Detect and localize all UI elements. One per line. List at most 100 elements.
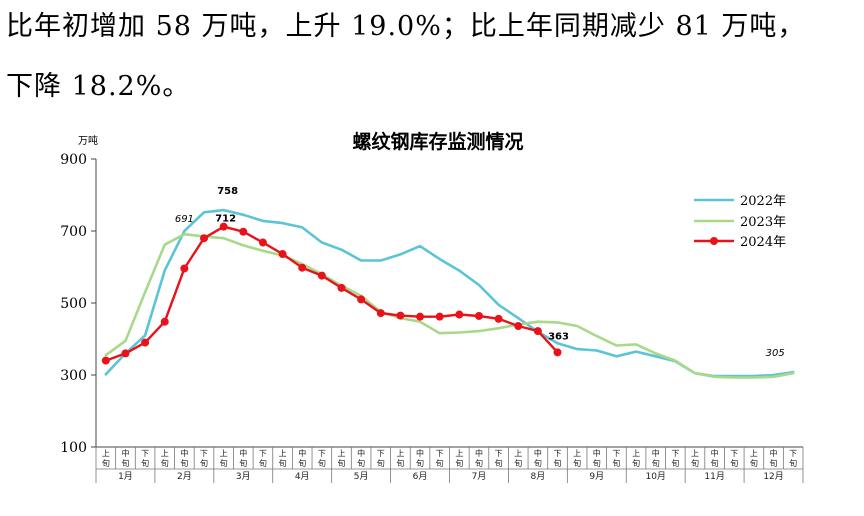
series-line-2023年 xyxy=(104,232,795,379)
x-sub-label-top: 中 xyxy=(475,448,483,458)
x-sub-label-top: 上 xyxy=(455,449,463,458)
x-sub-label-bottom: 旬 xyxy=(239,458,247,468)
legend-label: 2024年 xyxy=(740,235,786,250)
x-sub-label-top: 上 xyxy=(161,449,169,458)
chart-title: 螺纹钢库存监测情况 xyxy=(352,130,523,153)
x-sub-label-top: 下 xyxy=(200,449,208,458)
x-sub-label-bottom: 旬 xyxy=(632,458,640,468)
x-sub-label-top: 下 xyxy=(730,449,738,458)
x-sub-label-top: 中 xyxy=(770,448,778,458)
x-sub-label-bottom: 旬 xyxy=(711,458,719,468)
x-sub-label-bottom: 旬 xyxy=(750,458,758,468)
data-point-2024 xyxy=(160,317,169,326)
x-sub-label-bottom: 旬 xyxy=(102,458,110,468)
x-sub-label-top: 下 xyxy=(495,449,503,458)
data-point-2024 xyxy=(357,295,366,304)
data-label: 363 xyxy=(548,331,569,342)
data-point-2024 xyxy=(435,312,444,321)
x-sub-label-bottom: 旬 xyxy=(455,458,463,468)
x-sub-label-bottom: 旬 xyxy=(652,458,660,468)
x-sub-label-top: 中 xyxy=(180,448,188,458)
x-sub-label-bottom: 旬 xyxy=(396,458,404,468)
legend-marker-2024年 xyxy=(710,237,718,245)
x-sub-label-bottom: 旬 xyxy=(436,458,444,468)
x-sub-label-top: 中 xyxy=(534,448,542,458)
x-sub-label-top: 上 xyxy=(337,449,345,458)
x-sub-label-bottom: 旬 xyxy=(259,458,267,468)
x-sub-label-top: 中 xyxy=(711,448,719,458)
x-sub-label-top: 下 xyxy=(259,449,267,458)
x-sub-label-bottom: 旬 xyxy=(377,458,385,468)
data-point-2024 xyxy=(514,322,523,331)
y-tick-label: 300 xyxy=(60,368,87,384)
x-sub-label-top: 下 xyxy=(554,449,562,458)
x-sub-label-bottom: 旬 xyxy=(514,458,522,468)
x-sub-label-top: 下 xyxy=(789,449,797,458)
x-sub-label-top: 下 xyxy=(612,449,620,458)
x-sub-label-bottom: 旬 xyxy=(200,458,208,468)
x-sub-label-bottom: 旬 xyxy=(121,458,129,468)
x-sub-label-bottom: 旬 xyxy=(180,458,188,468)
x-sub-label-bottom: 旬 xyxy=(318,458,326,468)
data-point-2024 xyxy=(298,263,307,272)
data-point-2024 xyxy=(396,311,405,320)
x-sub-label-top: 下 xyxy=(671,449,679,458)
x-sub-label-bottom: 旬 xyxy=(475,458,483,468)
data-point-2024 xyxy=(278,250,287,259)
data-point-2024 xyxy=(494,314,503,323)
x-sub-label-bottom: 旬 xyxy=(534,458,542,468)
data-point-2024 xyxy=(239,227,248,236)
x-sub-label-bottom: 旬 xyxy=(298,458,306,468)
y-tick-label: 700 xyxy=(60,224,87,240)
x-month-label: 10月 xyxy=(645,471,665,482)
x-sub-label-bottom: 旬 xyxy=(337,458,345,468)
x-month-label: 12月 xyxy=(763,471,783,482)
x-month-label: 11月 xyxy=(704,471,724,482)
x-sub-label-bottom: 旬 xyxy=(416,458,424,468)
x-sub-label-top: 上 xyxy=(220,449,228,458)
x-month-label: 1月 xyxy=(118,471,133,482)
data-point-2024 xyxy=(219,222,228,231)
x-sub-label-top: 上 xyxy=(279,449,287,458)
y-tick-label: 900 xyxy=(60,152,87,168)
x-month-label: 2月 xyxy=(177,471,192,482)
data-label: 691 xyxy=(175,214,194,225)
x-month-label: 7月 xyxy=(472,471,487,482)
x-sub-label-bottom: 旬 xyxy=(671,458,679,468)
x-sub-label-top: 中 xyxy=(652,448,660,458)
x-sub-label-bottom: 旬 xyxy=(220,458,228,468)
x-sub-label-bottom: 旬 xyxy=(691,458,699,468)
legend-label: 2022年 xyxy=(740,194,786,209)
x-sub-label-bottom: 旬 xyxy=(357,458,365,468)
data-point-2024 xyxy=(416,312,425,321)
x-sub-label-bottom: 旬 xyxy=(730,458,738,468)
x-sub-label-top: 上 xyxy=(102,449,110,458)
data-point-2024 xyxy=(101,356,110,365)
data-point-2024 xyxy=(121,349,130,358)
summary-line-1: 比年初增加 58 万吨，上升 19.0%；比上年同期减少 81 万吨， xyxy=(6,11,806,42)
x-month-label: 3月 xyxy=(236,471,251,482)
summary-line-2: 下降 18.2%。 xyxy=(6,71,191,102)
data-point-2024 xyxy=(337,283,346,292)
x-sub-label-top: 下 xyxy=(141,449,149,458)
x-month-label: 5月 xyxy=(354,471,369,482)
y-tick-label: 100 xyxy=(60,440,87,456)
x-sub-label-top: 上 xyxy=(396,449,404,458)
data-label: 712 xyxy=(215,214,236,225)
x-sub-label-bottom: 旬 xyxy=(141,458,149,468)
x-sub-label-bottom: 旬 xyxy=(593,458,601,468)
legend-label: 2023年 xyxy=(740,215,786,230)
data-point-2024 xyxy=(180,264,189,273)
x-sub-label-bottom: 旬 xyxy=(554,458,562,468)
x-sub-label-bottom: 旬 xyxy=(495,458,503,468)
x-month-label: 4月 xyxy=(295,471,310,482)
x-sub-label-bottom: 旬 xyxy=(161,458,169,468)
x-sub-label-top: 下 xyxy=(377,449,385,458)
data-point-2024 xyxy=(553,348,562,357)
x-sub-label-bottom: 旬 xyxy=(573,458,581,468)
data-label: 305 xyxy=(766,348,785,359)
data-point-2024 xyxy=(258,238,267,247)
y-tick-label: 500 xyxy=(60,296,87,312)
x-sub-label-top: 下 xyxy=(436,449,444,458)
data-point-2024 xyxy=(141,338,150,347)
